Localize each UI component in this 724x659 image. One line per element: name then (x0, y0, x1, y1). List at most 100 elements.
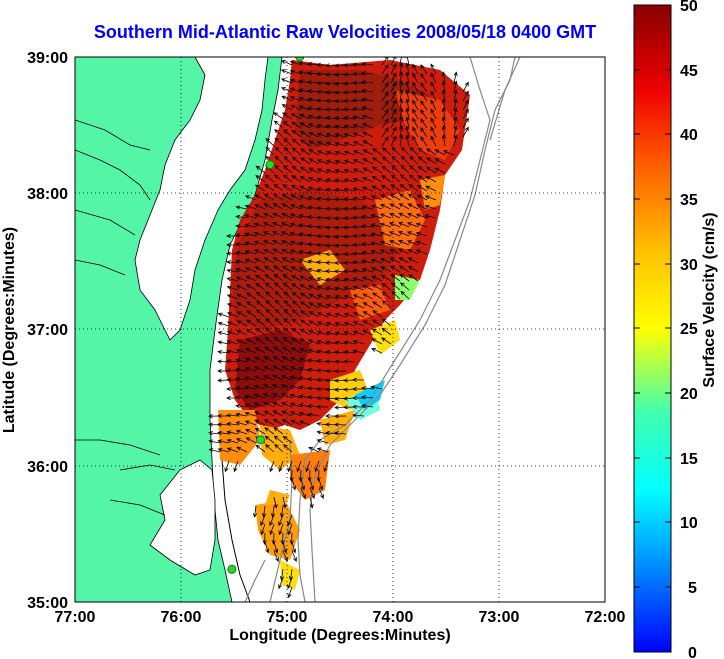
velocity-arrow (415, 240, 428, 246)
velocity-arrow (244, 385, 257, 390)
velocity-arrow (298, 366, 311, 372)
velocity-arrow (255, 309, 266, 318)
velocity-arrow (272, 248, 284, 255)
velocity-arrow (405, 89, 410, 102)
x-tick: 74:00 (373, 609, 414, 626)
velocity-arrow (316, 277, 329, 282)
velocity-arrow (269, 460, 275, 473)
velocity-arrow (362, 293, 374, 300)
velocity-arrow (298, 258, 311, 264)
velocity-arrow (453, 98, 458, 111)
velocity-arrow (282, 327, 293, 336)
y-tick: 39:00 (27, 50, 68, 67)
velocity-arrow (352, 349, 365, 354)
velocity-arrow (226, 395, 239, 401)
velocity-arrow (273, 183, 284, 192)
velocity-arrow (352, 115, 365, 120)
velocity-arrow (226, 277, 239, 282)
velocity-arrow (325, 349, 338, 355)
velocity-arrow (316, 330, 329, 336)
velocity-arrow (362, 140, 374, 147)
velocity-arrow (343, 150, 356, 156)
velocity-arrow (307, 339, 320, 345)
velocity-arrow (412, 108, 419, 120)
velocity-arrow (316, 132, 329, 138)
velocity-arrow (260, 523, 266, 536)
velocity-arrow (361, 233, 374, 238)
velocity-arrow (334, 81, 347, 86)
velocity-arrow (298, 96, 311, 102)
velocity-arrow (289, 532, 294, 545)
velocity-arrow (462, 81, 469, 93)
velocity-arrow (307, 412, 320, 417)
velocity-arrow (283, 290, 293, 300)
velocity-arrow (289, 402, 302, 408)
velocity-arrow (381, 283, 392, 291)
velocity-arrow (283, 308, 293, 318)
velocity-arrow (262, 222, 275, 228)
velocity-arrow (245, 348, 257, 354)
velocity-arrow (253, 240, 266, 246)
velocity-arrow (300, 310, 311, 318)
velocity-arrow (390, 184, 401, 192)
velocity-arrow (434, 167, 446, 174)
velocity-arrow (272, 257, 284, 264)
velocity-arrow (262, 240, 275, 246)
velocity-arrow (343, 340, 356, 345)
velocity-arrow (381, 147, 392, 156)
velocity-arrow (379, 231, 392, 237)
velocity-arrow (263, 419, 275, 426)
velocity-arrow (279, 505, 285, 518)
velocity-arrow (334, 312, 347, 318)
velocity-arrow (226, 438, 239, 444)
velocity-arrow (244, 204, 257, 210)
station-marker (295, 57, 305, 62)
velocity-arrow (280, 78, 293, 84)
velocity-arrow (370, 258, 383, 264)
velocity-arrow (361, 214, 374, 219)
velocity-arrow (417, 156, 428, 165)
velocity-arrow (255, 291, 266, 300)
velocity-arrow (235, 386, 248, 391)
velocity-arrow (334, 116, 347, 121)
velocity-arrow (400, 155, 410, 165)
colorbar-tick: 0 (688, 645, 697, 659)
velocity-arrow (235, 339, 248, 345)
velocity-arrow (272, 410, 284, 417)
velocity-arrow (352, 224, 365, 230)
velocity-arrow (235, 429, 248, 435)
velocity-arrow (280, 69, 293, 75)
velocity-arrow (381, 127, 389, 138)
velocity-arrow (361, 276, 374, 282)
velocity-arrow (236, 285, 248, 291)
velocity-arrow (453, 125, 458, 138)
velocity-arrow (453, 80, 458, 93)
velocity-arrow (353, 150, 365, 156)
y-tick: 36:00 (27, 459, 68, 476)
velocity-arrow (334, 133, 347, 138)
velocity-arrow (263, 265, 275, 273)
velocity-arrow (399, 183, 410, 192)
velocity-arrow (289, 87, 302, 93)
velocity-arrow (235, 224, 248, 229)
velocity-arrow (290, 184, 302, 192)
velocity-arrow (405, 107, 410, 120)
velocity-arrow (334, 107, 347, 112)
velocity-arrow (381, 136, 389, 147)
velocity-arrow (272, 418, 284, 426)
velocity-arrow (389, 193, 401, 201)
velocity-arrow (408, 174, 419, 183)
velocity-arrow (244, 214, 257, 219)
velocity-arrow (298, 214, 311, 219)
velocity-arrow (314, 460, 320, 473)
velocity-arrow (361, 259, 374, 264)
velocity-arrow (254, 266, 266, 273)
velocity-arrow (298, 420, 311, 426)
velocity-arrow (289, 60, 302, 66)
velocity-arrow (453, 116, 458, 129)
velocity-arrow (380, 257, 392, 264)
velocity-arrow (226, 349, 239, 354)
velocity-arrow (406, 231, 419, 237)
velocity-arrow (300, 301, 311, 309)
velocity-arrow (420, 100, 428, 111)
